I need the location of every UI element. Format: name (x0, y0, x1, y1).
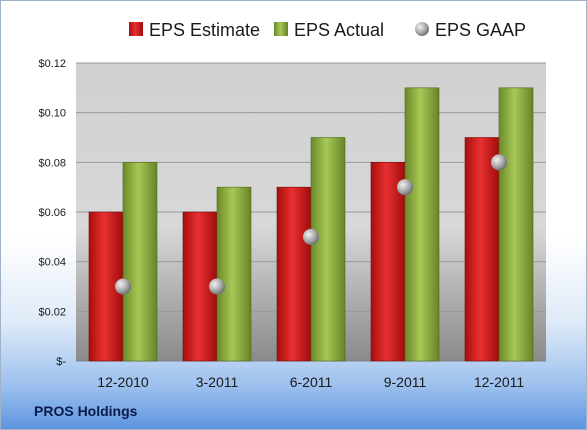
y-tick-label: $0.08 (38, 157, 66, 169)
bar-eps-estimate (464, 137, 500, 362)
legend-swatch-eps-estimate (129, 22, 143, 36)
y-tick-label: $0.12 (38, 58, 66, 70)
point-eps-gaap (303, 228, 319, 245)
legend-label: EPS GAAP (435, 20, 526, 40)
legend-label: EPS Estimate (149, 20, 260, 40)
x-tick-label: 6-2011 (290, 374, 333, 390)
x-tick-label: 12-2010 (97, 374, 149, 390)
point-eps-gaap (209, 278, 225, 295)
bar-eps-actual (122, 162, 158, 362)
y-tick-label: $0.02 (38, 306, 66, 318)
bar-eps-estimate (276, 186, 312, 362)
legend-swatch-eps-actual (274, 22, 288, 36)
y-tick-label: $0.06 (38, 207, 66, 219)
y-tick-label: $0.04 (38, 257, 66, 269)
x-axis-ticks: 12-2010 3-2011 6-2011 9-2011 12-2011 (97, 374, 524, 390)
bar-eps-actual (310, 137, 346, 362)
y-tick-label: $0.10 (38, 108, 66, 120)
x-tick-label: 9-2011 (384, 374, 427, 390)
gaap-markers (115, 154, 507, 295)
bar-eps-actual (216, 186, 252, 362)
point-eps-gaap (491, 154, 507, 171)
x-tick-label: 3-2011 (196, 374, 239, 390)
point-eps-gaap (397, 179, 413, 196)
bar-eps-actual (498, 87, 534, 362)
legend-label: EPS Actual (294, 20, 384, 40)
company-name: PROS Holdings (34, 403, 138, 419)
legend-marker-eps-gaap (415, 22, 429, 36)
legend: EPS Estimate EPS Actual EPS GAAP (129, 20, 526, 40)
y-tick-label: $- (56, 356, 66, 368)
bar-eps-estimate (370, 162, 406, 362)
bar-eps-estimate (182, 211, 218, 362)
point-eps-gaap (115, 278, 131, 295)
bars (88, 87, 534, 362)
y-axis-ticks: $- $0.02 $0.04 $0.06 $0.08 $0.10 $0.12 (38, 58, 66, 368)
x-tick-label: 12-2011 (474, 374, 525, 390)
bar-eps-actual (404, 87, 440, 362)
